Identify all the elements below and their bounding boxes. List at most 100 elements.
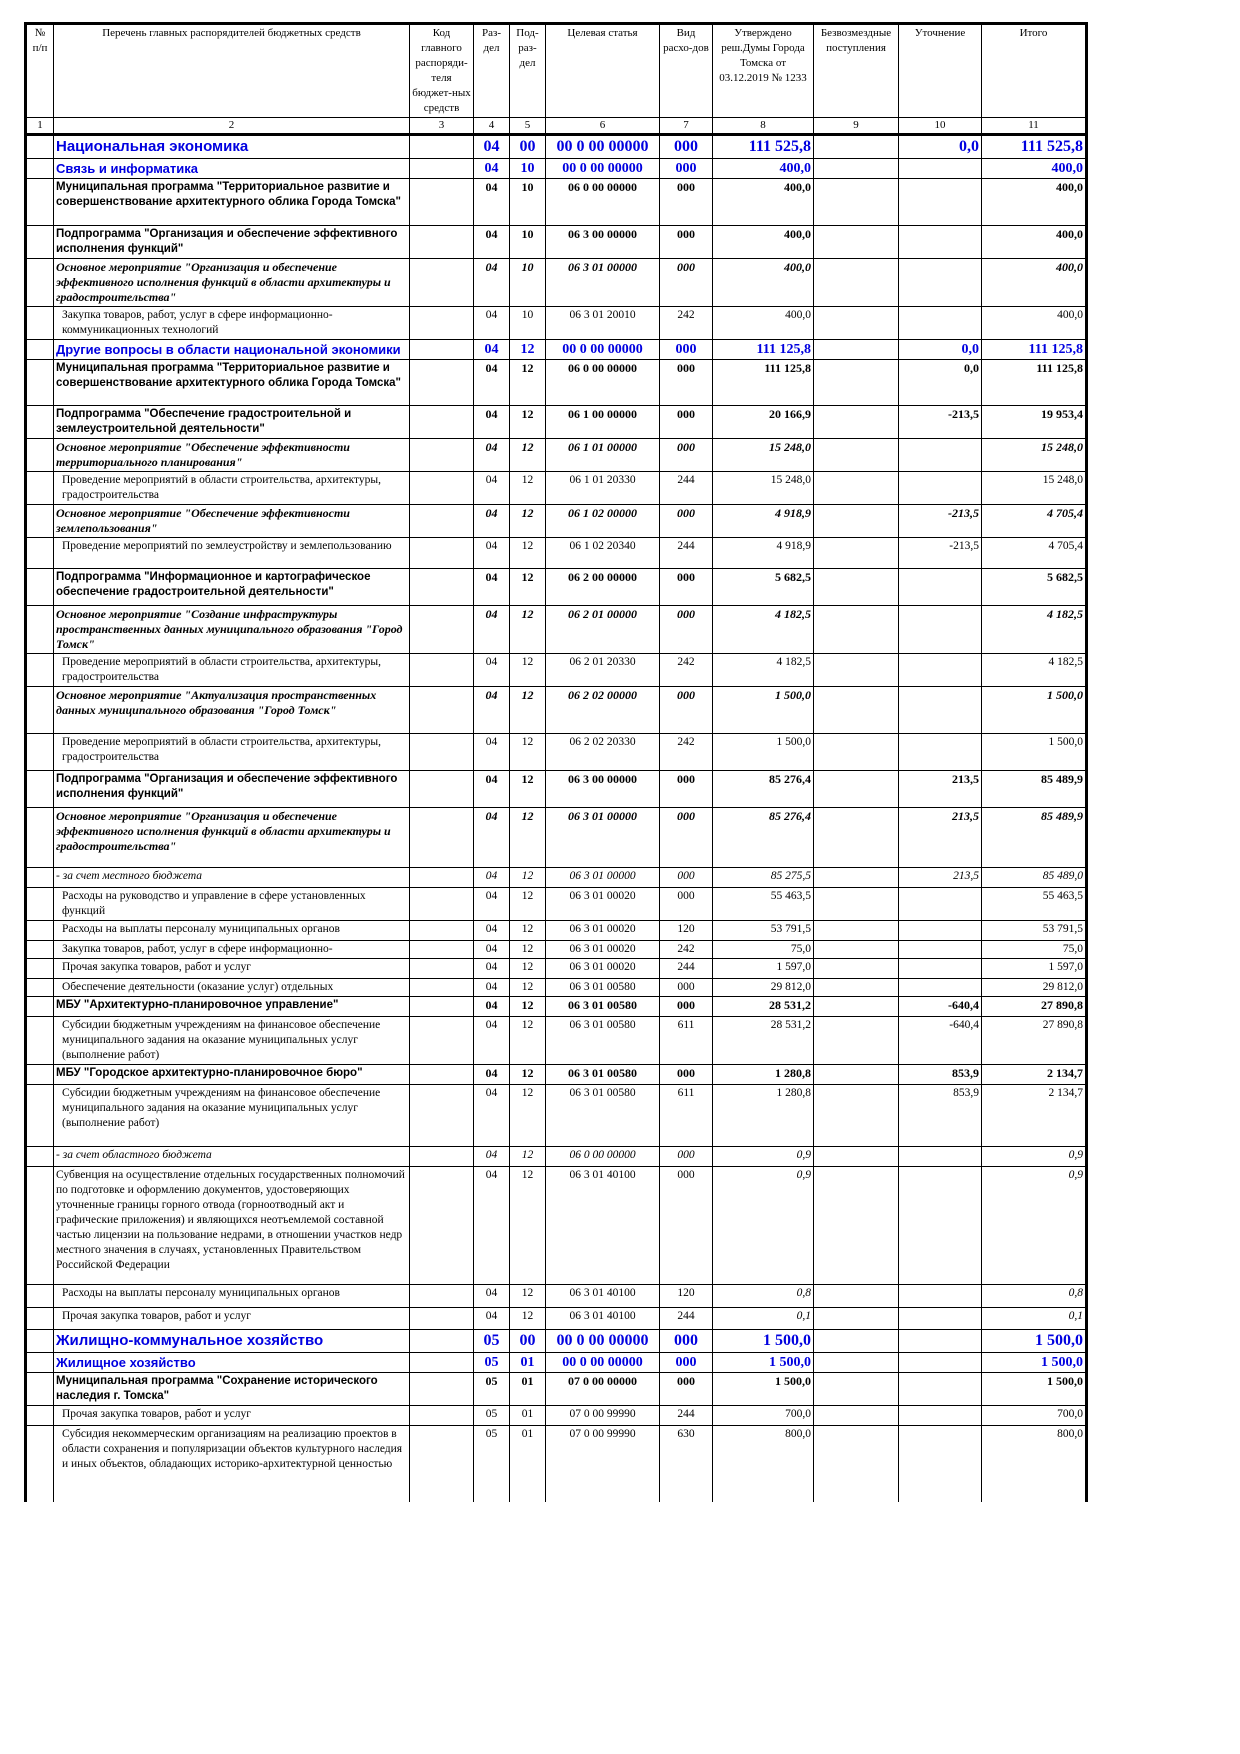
code-cell	[409, 438, 474, 472]
col-adjustment-header: Уточнение	[898, 22, 982, 118]
approved-cell: 4 182,5	[712, 605, 814, 654]
prz-cell: 12	[509, 339, 546, 360]
free-cell	[813, 940, 899, 959]
rz-cell: 04	[473, 733, 510, 771]
free-cell	[813, 1146, 899, 1167]
rz-cell: 04	[473, 1166, 510, 1285]
col-expense-type-number: 7	[659, 117, 713, 136]
adjust-cell	[898, 225, 982, 259]
col-subsection-header: Под-раз-дел	[509, 22, 546, 118]
adjust-cell	[898, 178, 982, 226]
number-cell	[24, 1016, 54, 1065]
table-row: Субвенция на осуществление отдельных гос…	[24, 1166, 1088, 1285]
prz-cell: 12	[509, 438, 546, 472]
adjust-cell	[898, 258, 982, 307]
approved-cell: 85 275,5	[712, 867, 814, 888]
prz-cell: 12	[509, 471, 546, 505]
cs-cell: 00 0 00 00000	[545, 339, 660, 360]
col-name-header: Перечень главных распорядителей бюджетны…	[53, 22, 410, 118]
prz-cell: 12	[509, 770, 546, 808]
approved-cell: 55 463,5	[712, 887, 814, 921]
adjust-cell: 213,5	[898, 807, 982, 868]
vr-cell: 000	[659, 867, 713, 888]
rz-cell: 04	[473, 359, 510, 406]
code-cell	[409, 471, 474, 505]
col-subsection-number: 5	[509, 117, 546, 136]
number-cell	[24, 471, 54, 505]
total-cell: 400,0	[981, 306, 1088, 340]
cs-cell: 06 3 01 40100	[545, 1307, 660, 1330]
adjust-cell: -213,5	[898, 537, 982, 569]
rz-cell: 04	[473, 887, 510, 921]
free-cell	[813, 1307, 899, 1330]
number-cell	[24, 1372, 54, 1406]
name-cell: Основное мероприятие "Организация и обес…	[53, 807, 410, 868]
rz-cell: 04	[473, 770, 510, 808]
adjust-cell	[898, 887, 982, 921]
number-cell	[24, 1307, 54, 1330]
approved-cell: 1 500,0	[712, 1329, 814, 1353]
table-row: Основное мероприятие "Актуализация прост…	[24, 686, 1088, 734]
prz-cell: 01	[509, 1425, 546, 1502]
vr-cell: 000	[659, 359, 713, 406]
total-cell: 111 125,8	[981, 359, 1088, 406]
approved-cell: 5 682,5	[712, 568, 814, 606]
prz-cell: 12	[509, 887, 546, 921]
approved-cell: 1 280,8	[712, 1084, 814, 1147]
name-cell: Муниципальная программа "Территориальное…	[53, 359, 410, 406]
free-cell	[813, 1329, 899, 1353]
table-row: - за счет местного бюджета 04 12 06 3 01 00…	[24, 867, 1088, 888]
total-cell: 4 182,5	[981, 653, 1088, 687]
number-cell	[24, 225, 54, 259]
name-cell: Субсидия некоммерческим организациям на …	[53, 1425, 410, 1502]
vr-cell: 611	[659, 1016, 713, 1065]
prz-cell: 12	[509, 568, 546, 606]
cs-cell: 06 3 01 00020	[545, 920, 660, 941]
approved-cell: 1 597,0	[712, 958, 814, 979]
approved-cell: 400,0	[712, 158, 814, 179]
col-total-header: Итого	[981, 22, 1088, 118]
code-cell	[409, 978, 474, 997]
total-cell: 55 463,5	[981, 887, 1088, 921]
code-cell	[409, 1352, 474, 1373]
total-cell: 75,0	[981, 940, 1088, 959]
approved-cell: 1 500,0	[712, 733, 814, 771]
table-row: Подпрограмма "Организация и обеспечение …	[24, 770, 1088, 808]
code-cell	[409, 1084, 474, 1147]
name-cell: Расходы на выплаты персоналу муниципальн…	[53, 1284, 410, 1308]
name-cell: Подпрограмма "Информационное и картограф…	[53, 568, 410, 606]
name-cell: - за счет областного бюджета	[53, 1146, 410, 1167]
name-cell: Муниципальная программа "Сохранение исто…	[53, 1372, 410, 1406]
total-cell: 1 597,0	[981, 958, 1088, 979]
cs-cell: 06 3 01 00580	[545, 996, 660, 1017]
rz-cell: 05	[473, 1329, 510, 1353]
prz-cell: 12	[509, 1166, 546, 1285]
free-cell	[813, 1064, 899, 1085]
free-cell	[813, 158, 899, 179]
prz-cell: 10	[509, 178, 546, 226]
cs-cell: 06 3 01 00000	[545, 258, 660, 307]
approved-cell: 28 531,2	[712, 1016, 814, 1065]
adjust-cell	[898, 940, 982, 959]
code-cell	[409, 770, 474, 808]
total-cell: 111 525,8	[981, 134, 1088, 159]
col-target-article-header: Целевая статья	[545, 22, 660, 118]
adjust-cell	[898, 438, 982, 472]
table-row: Проведение мероприятий в области строите…	[24, 653, 1088, 687]
rz-cell: 04	[473, 807, 510, 868]
prz-cell: 12	[509, 1307, 546, 1330]
free-cell	[813, 471, 899, 505]
cs-cell: 06 3 01 00580	[545, 1064, 660, 1085]
free-cell	[813, 605, 899, 654]
cs-cell: 06 3 01 00580	[545, 1084, 660, 1147]
name-cell: Основное мероприятие "Актуализация прост…	[53, 686, 410, 734]
table-row: МБУ "Городское архитектурно-планировочно…	[24, 1064, 1088, 1085]
approved-cell: 29 812,0	[712, 978, 814, 997]
prz-cell: 00	[509, 1329, 546, 1353]
table-row: Проведение мероприятий по землеустройств…	[24, 537, 1088, 569]
table-row: Расходы на руководство и управление в сф…	[24, 887, 1088, 921]
approved-cell: 1 500,0	[712, 686, 814, 734]
rz-cell: 04	[473, 996, 510, 1017]
name-cell: Основное мероприятие "Организация и обес…	[53, 258, 410, 307]
code-cell	[409, 1372, 474, 1406]
